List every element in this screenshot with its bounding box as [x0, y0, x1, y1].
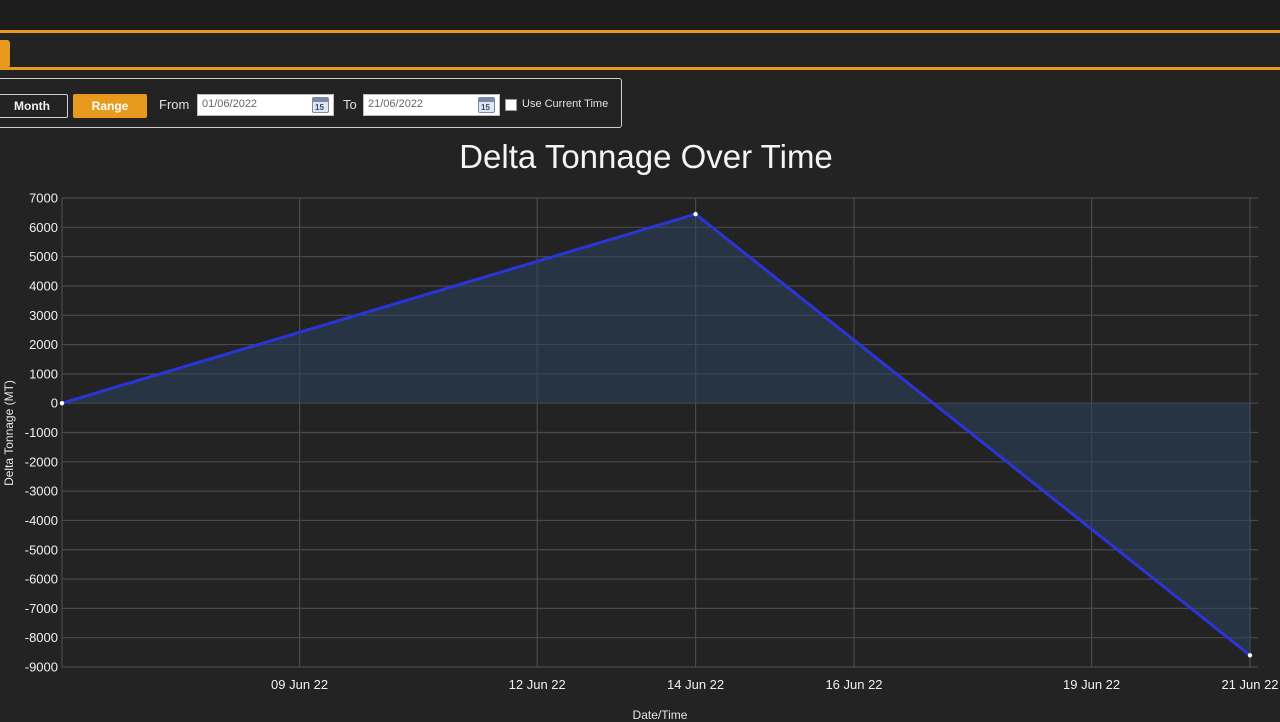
series-area	[62, 214, 1250, 656]
y-tick-label: 4000	[29, 278, 58, 293]
calendar-icon[interactable]: 15	[478, 97, 495, 113]
date-filter-panel	[0, 78, 622, 128]
calendar-icon[interactable]: 15	[312, 97, 329, 113]
use-current-time-label: Use Current Time	[522, 98, 609, 110]
x-tick-label: 19 Jun 22	[1063, 677, 1120, 692]
subheader-accent-line	[0, 67, 1280, 70]
data-point	[693, 211, 698, 217]
to-date-field[interactable]: 21/06/2022	[363, 94, 500, 116]
data-point	[59, 400, 65, 406]
calendar-icon-day: 15	[315, 103, 324, 112]
y-tick-label: -1000	[25, 425, 58, 440]
y-tick-label: -4000	[25, 513, 58, 528]
x-tick-label: 16 Jun 22	[825, 677, 882, 692]
y-tick-label: -6000	[25, 572, 58, 587]
chart-title: Delta Tonnage Over Time	[459, 138, 833, 175]
range-button[interactable]: Range	[73, 94, 147, 118]
from-label: From	[159, 97, 190, 112]
y-tick-label: 0	[51, 396, 58, 411]
panel-tab[interactable]	[0, 40, 10, 68]
y-tick-label: 7000	[29, 191, 58, 206]
to-label: To	[343, 97, 357, 112]
y-tick-label: -8000	[25, 630, 58, 645]
y-tick-label: -5000	[25, 542, 58, 557]
calendar-icon-day: 15	[481, 103, 490, 112]
x-tick-label: 14 Jun 22	[667, 677, 724, 692]
y-tick-label: 2000	[29, 337, 58, 352]
x-tick-label: 12 Jun 22	[509, 677, 566, 692]
month-button[interactable]: Month	[0, 94, 68, 118]
y-tick-label: -2000	[25, 454, 58, 469]
header-accent-line	[0, 30, 1280, 33]
y-tick-label: 3000	[29, 308, 58, 323]
y-tick-label: 5000	[29, 249, 58, 264]
y-tick-label: 1000	[29, 366, 58, 381]
header-bar	[0, 0, 1280, 30]
y-tick-label: -9000	[25, 660, 58, 675]
x-axis-label: Date/Time	[632, 708, 688, 722]
y-tick-label: -7000	[25, 601, 58, 616]
y-tick-label: -3000	[25, 484, 58, 499]
data-point	[1247, 653, 1253, 658]
use-current-time-checkbox[interactable]	[505, 99, 517, 111]
from-date-field[interactable]: 01/06/2022	[197, 94, 334, 116]
y-tick-label: 6000	[29, 220, 58, 235]
x-tick-label: 09 Jun 22	[271, 677, 328, 692]
x-tick-label: 21 Jun 22	[1221, 677, 1278, 692]
